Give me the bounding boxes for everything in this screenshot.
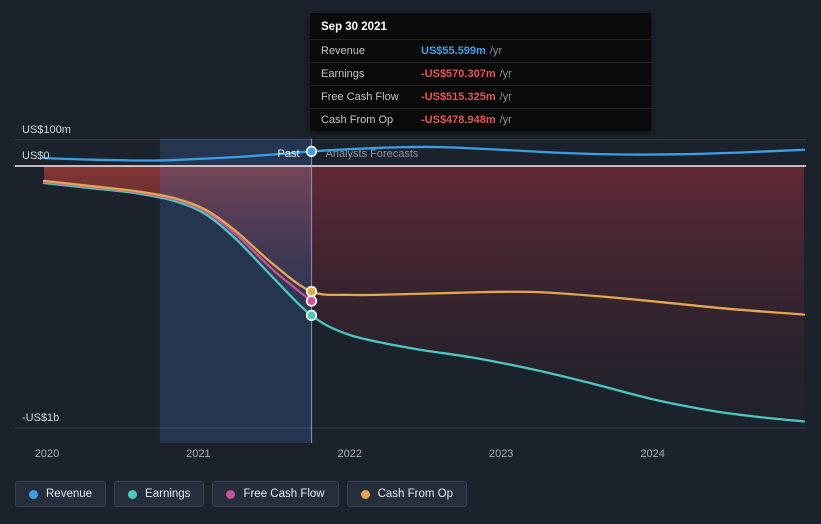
legend-item-cash-from-op[interactable]: Cash From Op (346, 481, 468, 507)
highlight-band (159, 138, 312, 443)
tooltip-row-suffix: /yr (489, 45, 503, 57)
tooltip-row-suffix: /yr (499, 91, 512, 103)
tooltip-row: Free Cash Flow -US$515.325m/yr (310, 85, 651, 108)
line-revenue (42, 145, 806, 162)
tooltip-rows: Revenue US$55.599m/yr Earnings -US$570.307m… (310, 39, 651, 131)
series-lines (42, 145, 806, 423)
tooltip-date: Sep 30 2021 (321, 21, 387, 33)
tooltip-row-value: -US$570.307m (421, 68, 496, 80)
legend-dot-icon (128, 489, 138, 499)
series-markers (305, 145, 318, 322)
x-axis-label: 2020 (35, 448, 59, 460)
past-year-highlight-band (159, 138, 312, 443)
tooltip-row: Earnings -US$570.307m/yr (310, 62, 651, 85)
line-cash-from-op (42, 179, 806, 316)
y-axis-label: US$0 (22, 150, 50, 162)
y-axis-label: US$100m (22, 124, 71, 136)
tooltip-row-value: US$55.599m (421, 45, 486, 57)
tooltip-row-value: -US$478.948m (421, 114, 496, 126)
legend-label: Earnings (145, 488, 191, 500)
tooltip: Sep 30 2021 Revenue US$55.599m/yr Earnings… (310, 13, 651, 131)
tooltip-row: Revenue US$55.599m/yr (310, 39, 651, 62)
tooltip-row-label: Cash From Op (321, 114, 394, 126)
tooltip-row-label: Earnings (321, 68, 365, 80)
legend-label: Cash From Op (377, 488, 454, 500)
tooltip-row-suffix: /yr (499, 68, 512, 80)
x-axis-label: 2023 (489, 448, 513, 460)
past-negative-fill (44, 166, 312, 316)
tooltip-row-label: Revenue (321, 45, 366, 57)
tooltip-row: Cash From Op -US$478.948m/yr (310, 108, 651, 131)
axis-labels: US$100m US$0 -US$1b 2020 2021 2022 2023 2024 Pas… (22, 124, 665, 460)
tooltip-row-label: Free Cash Flow (321, 91, 399, 103)
legend-item-revenue[interactable]: Revenue (15, 481, 107, 507)
legend-dot-icon (29, 489, 38, 499)
marker-cash-from-op (305, 285, 318, 298)
marker-revenue (305, 145, 318, 157)
legend-dot-icon (360, 489, 370, 499)
x-axis-label: 2024 (640, 448, 664, 460)
y-axis-label: -US$1b (22, 412, 59, 424)
past-label: Past (277, 148, 299, 160)
forecast-label: Analysts Forecasts (326, 148, 419, 160)
tooltip-row-suffix: /yr (499, 114, 512, 126)
legend-label: Revenue (46, 488, 93, 500)
x-axis-label: 2022 (338, 448, 362, 460)
legend-item-earnings[interactable]: Earnings (114, 481, 205, 507)
legend-label: Free Cash Flow (243, 488, 325, 500)
legend-item-free-cash-flow[interactable]: Free Cash Flow (212, 481, 339, 507)
gridlines (15, 139, 806, 429)
line-earnings (42, 181, 806, 423)
marker-free-cash-flow (305, 295, 318, 307)
marker-earnings (305, 309, 318, 322)
legend-dot-icon (226, 489, 236, 499)
legend: Revenue Earnings Free Cash Flow Cash From O… (15, 481, 468, 507)
tooltip-row-value: -US$515.325m (421, 91, 496, 103)
x-axis-label: 2021 (186, 448, 210, 460)
